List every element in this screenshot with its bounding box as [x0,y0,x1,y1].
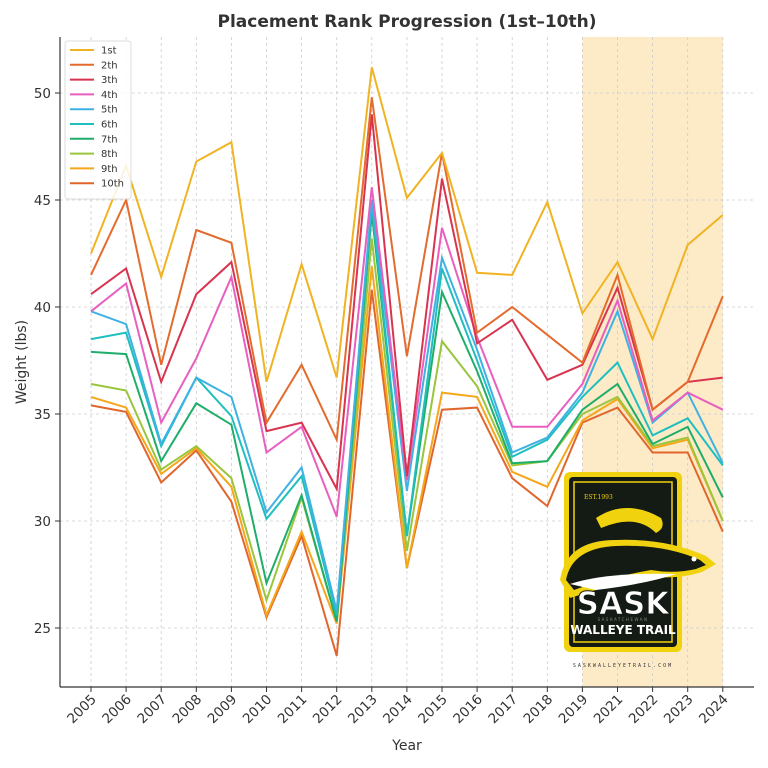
x-tick-label: 2011 [275,692,311,728]
legend-label: 6th [101,120,118,131]
logo-walleye-trail: WALLEYE TRAIL [570,623,676,637]
x-tick-label: 2016 [450,692,486,728]
y-tick-label: 40 [34,300,51,316]
x-tick-label: 2021 [591,692,627,728]
x-tick-label: 2024 [696,692,732,728]
logo-sask: SASK [577,586,671,622]
y-tick-label: 50 [34,86,51,102]
walleye-fish-belly [570,573,676,590]
logo-website: SASKWALLEYETRAIL.COM [573,663,673,669]
y-tick-label: 45 [34,193,51,209]
legend: 1st 2th 3th 4th 5th 6th 7th 8th 9th 10th [64,40,132,200]
series-line-5th [90,199,724,612]
series-line-3th [90,114,723,493]
logo-saskatchewan: SASKATCHEWAN [598,617,649,622]
x-tick-label: 2022 [626,692,662,728]
x-tick-label: 2013 [345,692,381,728]
chart-title: Placement Rank Progression (1st–10th) [217,12,596,32]
series-lines [90,67,724,657]
y-tick-label: 25 [34,621,51,637]
legend-label: 3th [101,75,118,86]
y-ticks: 25 30 35 40 45 50 [34,86,60,637]
x-axis-label: Year [391,738,422,754]
series-line-8th [90,238,724,622]
legend-label: 8th [101,149,118,160]
legend-label: 10th [101,179,124,190]
x-ticks: 2005 2006 2007 2008 2009 2010 2011 2012 2013 2014… [64,687,732,728]
legend-label: 4th [101,90,118,101]
sask-walleye-trail-logo: EST.1993 SASK SASKATCHEWAN WALLEYE TRAIL… [560,472,716,669]
series-line-2th [90,97,724,444]
x-tick-label: 2023 [661,692,697,728]
series-line-9th [90,266,724,625]
fish-icon-top [596,508,663,533]
x-tick-label: 2005 [64,692,100,728]
x-tick-label: 2010 [240,692,276,728]
y-axis-label: Weight (lbs) [14,320,30,404]
y-tick-label: 30 [34,514,51,530]
x-tick-label: 2007 [134,692,170,728]
series-line-1st [90,67,724,383]
x-tick-label: 2006 [99,692,135,728]
x-tick-label: 2014 [380,692,416,728]
x-tick-label: 2017 [485,692,521,728]
x-tick-label: 2019 [556,692,592,728]
x-tick-label: 2015 [415,692,451,728]
y-tick-label: 35 [34,407,51,423]
logo-est: EST.1993 [584,494,613,501]
legend-label: 9th [101,164,118,175]
x-tick-label: 2008 [170,692,206,728]
legend-label: 7th [101,134,118,145]
legend-label: 2th [101,60,118,71]
fish-eye-icon [691,556,697,562]
legend-label: 1st [101,46,117,57]
legend-label: 5th [101,105,118,116]
x-tick-label: 2009 [205,692,241,728]
x-tick-label: 2018 [521,692,557,728]
x-tick-label: 2012 [310,692,346,728]
series-line-4th [90,187,724,518]
